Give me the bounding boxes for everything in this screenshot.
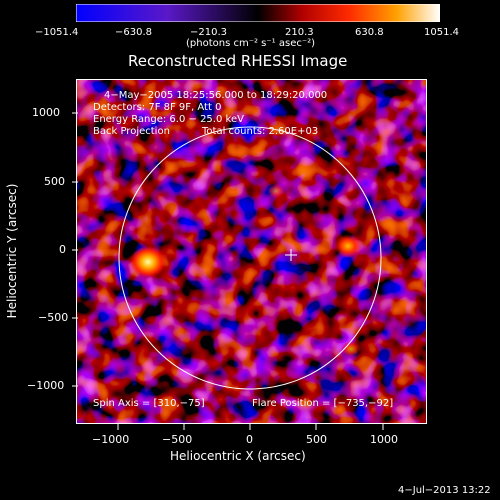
footer-date: 4−Jul−2013 13:22 <box>398 485 491 496</box>
colorbar-tick: −630.8 <box>115 27 153 38</box>
y-axis-ticks <box>72 112 78 387</box>
spin-axis-marker <box>285 249 297 261</box>
colorbar-tick: 210.3 <box>285 27 314 38</box>
colorbar-tick: −210.3 <box>190 27 228 38</box>
x-tick-label: 500 <box>306 433 327 446</box>
y-tick-label: 500 <box>44 175 65 188</box>
x-tick-label: 0 <box>246 433 253 446</box>
y-tick-label: 1000 <box>32 106 60 119</box>
annotation-flare-position: Flare Position = [−735,−92] <box>252 398 394 409</box>
annotation-method: Back Projection <box>93 126 170 137</box>
solar-limb <box>118 126 382 390</box>
y-tick-label: −1000 <box>27 379 65 392</box>
x-tick-label: −500 <box>162 433 193 446</box>
annotation-detectors: Detectors: 7F 8F 9F, Att 0 <box>93 102 222 113</box>
x-axis-label: Heliocentric X (arcsec) <box>170 449 306 463</box>
annotation-time: 4−May−2005 18:25:56.000 to 18:29:20.000 <box>104 90 328 101</box>
annotation-counts: Total counts: 2.60E+03 <box>202 126 319 137</box>
plot-title: Reconstructed RHESSI Image <box>128 52 348 70</box>
colorbar-units: (photons cm⁻² s⁻¹ asec⁻²) <box>186 38 316 49</box>
colorbar-tick: 1051.4 <box>424 27 459 38</box>
colorbar <box>76 4 440 22</box>
rhessi-image <box>76 79 427 424</box>
colorbar-tick: −1051.4 <box>35 27 79 38</box>
annotation-energy: Energy Range: 6.0 − 25.0 keV <box>93 114 244 125</box>
x-axis-ticks <box>117 424 384 430</box>
y-tick-label: 0 <box>59 243 66 256</box>
y-tick-label: −500 <box>38 311 69 324</box>
colorbar-tick: 630.8 <box>355 27 384 38</box>
annotation-spin-axis: Spin Axis = [310,−75] <box>93 398 205 409</box>
y-axis-label: Heliocentric Y (arcsec) <box>5 183 19 319</box>
x-tick-label: −1000 <box>92 433 130 446</box>
x-tick-label: 1000 <box>370 433 398 446</box>
